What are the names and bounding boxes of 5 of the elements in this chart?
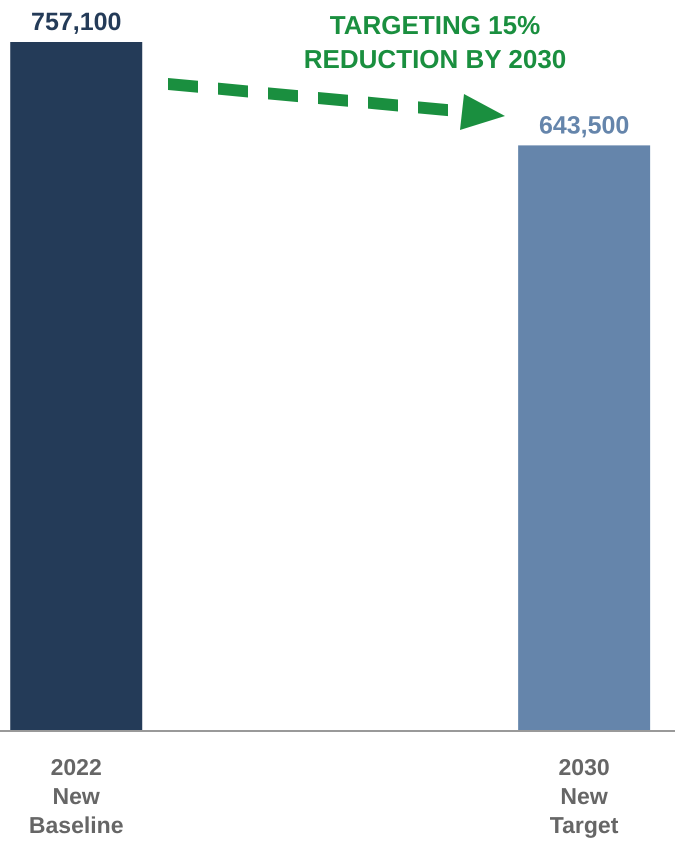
data-label: 643,500 [538, 111, 630, 140]
x-tick-label: 2030 New Target [550, 754, 619, 838]
x-tick-label: 2022 New Baseline [28, 754, 124, 838]
data-label: 757,100 [31, 8, 122, 36]
annotation: TARGETING 15% REDUCTION BY 2030 [302, 9, 568, 76]
